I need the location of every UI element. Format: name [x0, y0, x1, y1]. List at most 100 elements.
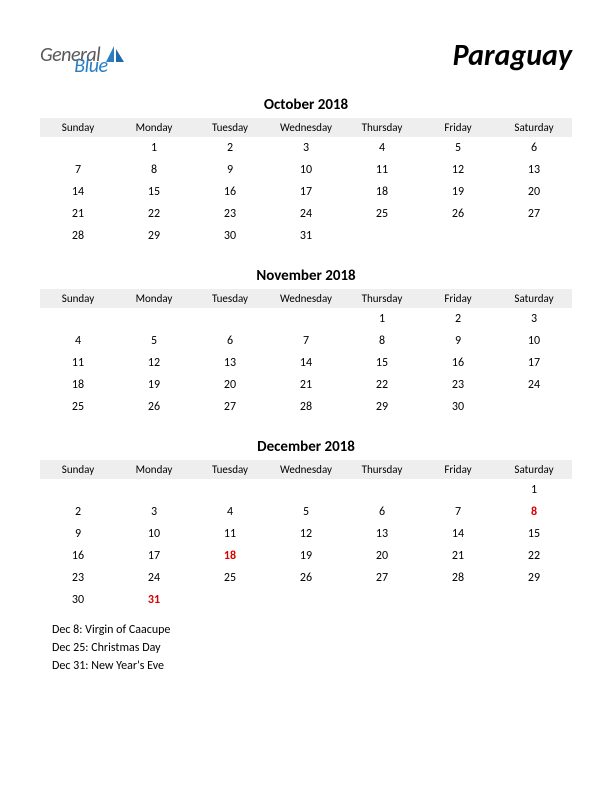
calendar-day-cell: 22	[496, 545, 572, 567]
calendar-day-cell: 13	[192, 352, 268, 374]
calendar-day-cell: 16	[420, 352, 496, 374]
calendar-day-cell: 2	[40, 501, 116, 523]
weekday-header: Wednesday	[268, 460, 344, 479]
calendar-week-row: 1	[40, 479, 572, 501]
calendar-day-cell	[192, 589, 268, 611]
calendar-day-cell	[116, 479, 192, 501]
calendar-week-row: 16171819202122	[40, 545, 572, 567]
calendar-day-cell: 15	[496, 523, 572, 545]
calendar-day-cell: 1	[344, 308, 420, 330]
calendar-day-cell: 11	[344, 159, 420, 181]
calendar-day-cell: 29	[344, 396, 420, 418]
calendar-day-cell	[268, 479, 344, 501]
calendar-day-cell: 25	[40, 396, 116, 418]
holiday-line: Dec 31: New Year's Eve	[52, 657, 572, 675]
weekday-header: Tuesday	[192, 289, 268, 308]
calendar-day-cell: 19	[420, 181, 496, 203]
calendar-week-row: 9101112131415	[40, 523, 572, 545]
calendar-day-cell: 20	[344, 545, 420, 567]
calendar-day-cell: 9	[40, 523, 116, 545]
calendar-day-cell: 11	[192, 523, 268, 545]
calendar-day-cell: 15	[116, 181, 192, 203]
calendar-day-cell: 15	[344, 352, 420, 374]
calendar-day-cell: 10	[496, 330, 572, 352]
calendar-day-cell: 17	[116, 545, 192, 567]
calendar-day-cell: 3	[268, 137, 344, 159]
calendar-day-cell	[420, 479, 496, 501]
months-container: October 2018 SundayMondayTuesdayWednesday…	[40, 96, 572, 675]
calendar-day-cell: 25	[192, 567, 268, 589]
weekday-header: Friday	[420, 460, 496, 479]
calendar-day-cell: 22	[116, 203, 192, 225]
calendar-day-cell	[40, 479, 116, 501]
calendar-day-cell: 7	[268, 330, 344, 352]
weekday-header: Friday	[420, 118, 496, 137]
weekday-header: Wednesday	[268, 289, 344, 308]
calendar-day-cell: 20	[496, 181, 572, 203]
calendar-day-cell: 17	[268, 181, 344, 203]
calendar-day-cell	[496, 396, 572, 418]
calendar-day-cell: 17	[496, 352, 572, 374]
calendar-day-cell	[420, 589, 496, 611]
weekday-header: Tuesday	[192, 118, 268, 137]
weekday-header: Saturday	[496, 289, 572, 308]
calendar-week-row: 123	[40, 308, 572, 330]
calendar-day-cell: 18	[192, 545, 268, 567]
calendar-day-cell: 30	[40, 589, 116, 611]
calendar-day-cell: 27	[344, 567, 420, 589]
calendar-week-row: 11121314151617	[40, 352, 572, 374]
calendar-day-cell: 23	[40, 567, 116, 589]
calendar-week-row: 78910111213	[40, 159, 572, 181]
calendar-day-cell	[116, 308, 192, 330]
calendar-day-cell: 8	[496, 501, 572, 523]
calendar-day-cell: 13	[496, 159, 572, 181]
page-title: Paraguay	[453, 37, 572, 74]
weekday-header: Thursday	[344, 289, 420, 308]
calendar-week-row: 28293031	[40, 225, 572, 247]
calendar-day-cell: 5	[116, 330, 192, 352]
calendar-day-cell: 4	[40, 330, 116, 352]
calendar-day-cell	[268, 589, 344, 611]
calendar-day-cell: 1	[116, 137, 192, 159]
calendar-week-row: 21222324252627	[40, 203, 572, 225]
weekday-header: Friday	[420, 289, 496, 308]
calendar-day-cell: 13	[344, 523, 420, 545]
calendar-day-cell: 21	[268, 374, 344, 396]
calendar-day-cell: 8	[344, 330, 420, 352]
calendar-table: SundayMondayTuesdayWednesdayThursdayFrid…	[40, 460, 572, 611]
calendar-day-cell: 12	[116, 352, 192, 374]
calendar-day-cell	[344, 589, 420, 611]
calendar-week-row: 18192021222324	[40, 374, 572, 396]
calendar-day-cell: 28	[268, 396, 344, 418]
calendar-day-cell: 4	[192, 501, 268, 523]
calendar-day-cell: 6	[344, 501, 420, 523]
calendar-day-cell	[496, 225, 572, 247]
calendar-day-cell: 16	[192, 181, 268, 203]
weekday-header: Saturday	[496, 118, 572, 137]
calendar-week-row: 2345678	[40, 501, 572, 523]
calendar-day-cell: 23	[420, 374, 496, 396]
calendar-week-row: 252627282930	[40, 396, 572, 418]
calendar-day-cell: 2	[192, 137, 268, 159]
header: General Blue Paraguay	[40, 32, 572, 78]
month-title: October 2018	[40, 96, 572, 114]
calendar-table: SundayMondayTuesdayWednesdayThursdayFrid…	[40, 118, 572, 247]
calendar-day-cell: 12	[420, 159, 496, 181]
calendar-day-cell: 3	[116, 501, 192, 523]
calendar-day-cell: 21	[420, 545, 496, 567]
calendar-day-cell: 24	[496, 374, 572, 396]
calendar-day-cell: 26	[268, 567, 344, 589]
calendar-day-cell: 29	[116, 225, 192, 247]
calendar-day-cell: 5	[268, 501, 344, 523]
calendar-day-cell: 14	[40, 181, 116, 203]
holiday-line: Dec 8: Virgin of Caacupe	[52, 621, 572, 639]
weekday-header: Tuesday	[192, 460, 268, 479]
calendar-day-cell: 25	[344, 203, 420, 225]
calendar-day-cell	[420, 225, 496, 247]
calendar-day-cell: 27	[192, 396, 268, 418]
month-title: December 2018	[40, 438, 572, 456]
calendar-day-cell: 6	[496, 137, 572, 159]
weekday-header: Saturday	[496, 460, 572, 479]
calendar-day-cell: 26	[116, 396, 192, 418]
calendar-day-cell: 26	[420, 203, 496, 225]
